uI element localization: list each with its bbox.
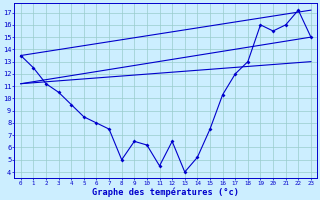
X-axis label: Graphe des températures (°c): Graphe des températures (°c) bbox=[92, 188, 239, 197]
